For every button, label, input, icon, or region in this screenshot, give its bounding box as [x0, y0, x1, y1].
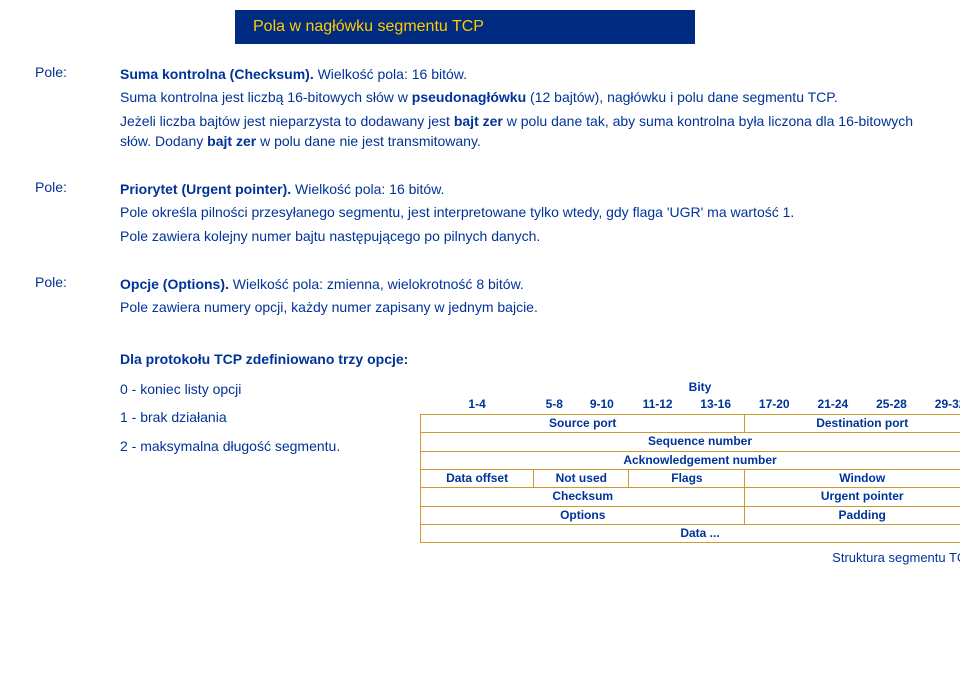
table-row: Bity	[421, 379, 960, 396]
table-header: 25-28	[862, 396, 921, 414]
table-header: 17-20	[745, 396, 804, 414]
table-header: 13-16	[686, 396, 745, 414]
field-line: Suma kontrolna (Checksum). Wielkość pola…	[120, 64, 925, 84]
opts-body: Dla protokołu TCP zdefiniowano trzy opcj…	[120, 349, 960, 569]
field-line: Suma kontrolna jest liczbą 16-bitowych s…	[120, 87, 925, 107]
table-cell: Data ...	[421, 525, 960, 543]
text: w polu dane nie jest transmitowany.	[256, 133, 481, 149]
table-header: 21-24	[804, 396, 863, 414]
segment-table: Bity 1-4 5-8 9-10 11-12 13-16 17-20 21-2…	[420, 379, 960, 544]
field-line: Priorytet (Urgent pointer). Wielkość pol…	[120, 179, 925, 199]
table-row: Data offset Not used Flags Window	[421, 469, 960, 487]
table-row: Acknowledgement number	[421, 451, 960, 469]
bold-text: bajt zer	[207, 133, 256, 149]
table-cell: Acknowledgement number	[421, 451, 960, 469]
opts-list: 0 - koniec listy opcji 1 - brak działani…	[120, 379, 420, 459]
text: Pole określa pilności przesyłanego segme…	[120, 204, 794, 220]
field-line: Jeżeli liczba bajtów jest nieparzysta to…	[120, 111, 925, 152]
table-row: Checksum Urgent pointer	[421, 488, 960, 506]
bold-text: pseudonagłówku	[412, 89, 526, 105]
table-cell: Not used	[534, 469, 629, 487]
table-header: 9-10	[575, 396, 629, 414]
text: Pole zawiera numery opcji, każdy numer z…	[120, 299, 538, 315]
bold-text: bajt zer	[454, 113, 503, 129]
spacer	[35, 349, 120, 569]
text: Suma kontrolna jest liczbą 16-bitowych s…	[120, 89, 412, 105]
field-block-checksum: Pole: Suma kontrolna (Checksum). Wielkoś…	[35, 64, 925, 154]
text: Wielkość pola: zmienna, wielokrotność 8 …	[229, 276, 524, 292]
bits-label: Bity	[421, 379, 960, 396]
table-row: 1-4 5-8 9-10 11-12 13-16 17-20 21-24 25-…	[421, 396, 960, 414]
table-cell: Sequence number	[421, 433, 960, 451]
table-header: 29-32	[921, 396, 960, 414]
field-body: Priorytet (Urgent pointer). Wielkość pol…	[120, 179, 925, 249]
table-cell: Data offset	[421, 469, 534, 487]
opts-item: 1 - brak działania	[120, 407, 420, 427]
field-label: Pole:	[35, 179, 120, 249]
field-body: Opcje (Options). Wielkość pola: zmienna,…	[120, 274, 925, 321]
table-row: Data ...	[421, 525, 960, 543]
field-line: Pole określa pilności przesyłanego segme…	[120, 202, 925, 222]
opts-row: 0 - koniec listy opcji 1 - brak działani…	[120, 379, 960, 568]
table-header: 1-4	[421, 396, 534, 414]
table-cell: Window	[745, 469, 960, 487]
field-body: Suma kontrolna (Checksum). Wielkość pola…	[120, 64, 925, 154]
table-wrap: Bity 1-4 5-8 9-10 11-12 13-16 17-20 21-2…	[420, 379, 960, 568]
field-block-options: Pole: Opcje (Options). Wielkość pola: zm…	[35, 274, 925, 321]
table-cell: Padding	[745, 506, 960, 524]
table-caption: Struktura segmentu TCP	[420, 549, 960, 568]
table-cell: Options	[421, 506, 745, 524]
text: Jeżeli liczba bajtów jest nieparzysta to…	[120, 113, 454, 129]
table-cell: Destination port	[745, 414, 960, 432]
table-header: 5-8	[534, 396, 575, 414]
text: Pole zawiera kolejny numer bajtu następu…	[120, 228, 540, 244]
field-line: Opcje (Options). Wielkość pola: zmienna,…	[120, 274, 925, 294]
text: Wielkość pola: 16 bitów.	[314, 66, 467, 82]
field-label: Pole:	[35, 64, 120, 154]
opts-item: 0 - koniec listy opcji	[120, 379, 420, 399]
text: Wielkość pola: 16 bitów.	[291, 181, 444, 197]
field-line: Pole zawiera kolejny numer bajtu następu…	[120, 226, 925, 246]
table-row: Sequence number	[421, 433, 960, 451]
page-title-bar: Pola w nagłówku segmentu TCP	[235, 10, 695, 44]
field-line: Pole zawiera numery opcji, każdy numer z…	[120, 297, 925, 317]
table-cell: Source port	[421, 414, 745, 432]
options-block: Dla protokołu TCP zdefiniowano trzy opcj…	[35, 349, 925, 569]
table-header: 11-12	[629, 396, 686, 414]
bold-text: Suma kontrolna (Checksum).	[120, 66, 314, 82]
field-label: Pole:	[35, 274, 120, 321]
table-cell: Flags	[629, 469, 745, 487]
page-title: Pola w nagłówku segmentu TCP	[235, 18, 484, 35]
table-row: Source port Destination port	[421, 414, 960, 432]
opts-item: 2 - maksymalna długość segmentu.	[120, 436, 420, 456]
opts-title: Dla protokołu TCP zdefiniowano trzy opcj…	[120, 349, 960, 369]
table-cell: Checksum	[421, 488, 745, 506]
bold-text: Opcje (Options).	[120, 276, 229, 292]
field-block-urgent: Pole: Priorytet (Urgent pointer). Wielko…	[35, 179, 925, 249]
text: (12 bajtów), nagłówku i polu dane segmen…	[526, 89, 838, 105]
table-row: Options Padding	[421, 506, 960, 524]
page: Pola w nagłówku segmentu TCP Pole: Suma …	[0, 0, 960, 568]
table-cell: Urgent pointer	[745, 488, 960, 506]
bold-text: Priorytet (Urgent pointer).	[120, 181, 291, 197]
